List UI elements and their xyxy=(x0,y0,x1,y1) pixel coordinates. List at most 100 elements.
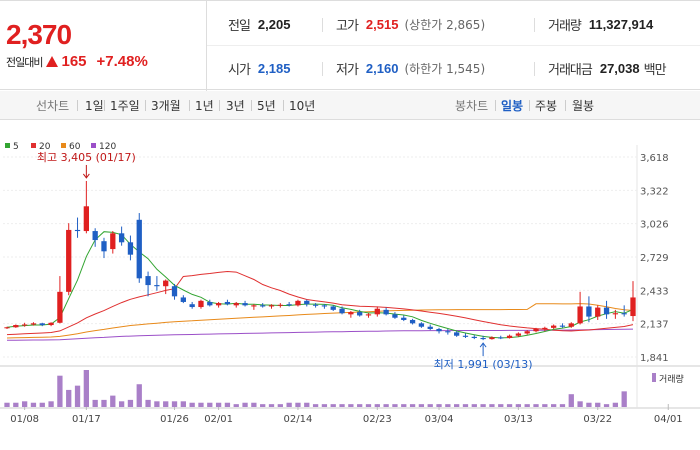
tab-10y[interactable]: 10년 xyxy=(289,99,316,113)
volume-bar xyxy=(357,404,363,407)
candle-body xyxy=(621,313,627,315)
legend-swatch-60 xyxy=(61,143,66,148)
change-amount: 165 xyxy=(61,53,87,70)
candle-body xyxy=(136,219,142,279)
candle-body xyxy=(180,297,186,302)
legend-swatch-120 xyxy=(91,143,96,148)
volume-bar xyxy=(48,401,54,407)
volume-bar xyxy=(542,404,548,407)
volume-bar xyxy=(74,385,81,407)
tab-daily[interactable]: 일봉 xyxy=(501,99,524,113)
volume-legend-swatch xyxy=(652,373,656,382)
candle-body xyxy=(171,286,178,297)
x-tick-label: 01/26 xyxy=(160,414,189,425)
change-percent: +7.48% xyxy=(96,53,148,70)
candle-body xyxy=(268,305,275,307)
tab-5y[interactable]: 5년 xyxy=(257,99,276,113)
separator xyxy=(251,100,252,111)
candle-body xyxy=(30,323,37,325)
candle-body xyxy=(348,312,354,315)
candle-body xyxy=(392,314,398,318)
candle-body xyxy=(39,323,45,326)
volume-bar xyxy=(480,404,486,407)
candle-body xyxy=(427,326,433,329)
stat-high: 고가 2,515 (상한가 2,865) xyxy=(336,15,485,34)
tab-3y[interactable]: 3년 xyxy=(226,99,245,113)
x-tick-label: 04/01 xyxy=(654,414,683,425)
candle-body xyxy=(295,300,301,306)
volume-bar xyxy=(409,404,416,407)
x-tick-label: 03/04 xyxy=(425,414,454,425)
candle-body xyxy=(48,322,54,326)
tab-weekly[interactable]: 주봉 xyxy=(535,99,558,113)
candle-body xyxy=(13,325,19,328)
candle-body xyxy=(471,336,477,338)
candle-body xyxy=(603,307,610,315)
legend-label-60: 60 xyxy=(69,142,81,152)
tab-3m[interactable]: 3개월 xyxy=(151,99,181,113)
separator xyxy=(77,100,78,111)
candle-body xyxy=(480,337,486,340)
candle-body xyxy=(127,242,134,255)
candle-body xyxy=(145,276,151,286)
x-tick-label: 02/01 xyxy=(204,414,233,425)
volume-bar xyxy=(268,404,275,407)
high-label: 고가 xyxy=(336,19,359,34)
candle-body xyxy=(233,303,239,306)
candle-body xyxy=(260,305,266,307)
volume-bar xyxy=(418,404,425,407)
legend-swatch-20 xyxy=(31,143,36,148)
volume-bar xyxy=(66,389,72,407)
tab-1y[interactable]: 1년 xyxy=(195,99,214,113)
candle-chart-label: 봉차트 xyxy=(455,99,489,113)
volume-bar xyxy=(39,402,45,407)
volume-bar xyxy=(339,404,345,407)
volume-bar xyxy=(595,402,601,407)
tab-1d[interactable]: 1일 xyxy=(85,99,104,113)
candle-body xyxy=(83,206,89,232)
candle-body xyxy=(321,305,328,307)
candle-body xyxy=(489,337,495,340)
candle-body xyxy=(506,335,513,338)
upper-limit: (상한가 2,865) xyxy=(404,18,486,32)
lower-limit: (하한가 1,545) xyxy=(404,62,486,76)
separator xyxy=(219,100,220,111)
volume-bar xyxy=(277,404,283,407)
volume-bar xyxy=(471,404,477,407)
separator xyxy=(529,100,530,111)
volume-bar xyxy=(462,404,469,407)
tab-1w[interactable]: 1주일 xyxy=(110,99,140,113)
volume-bar xyxy=(101,399,107,407)
volume-bar xyxy=(136,384,142,407)
candle-body xyxy=(559,325,566,327)
candle-body xyxy=(74,229,81,232)
volume-bar xyxy=(454,404,460,407)
tab-monthly[interactable]: 월봉 xyxy=(572,99,595,113)
stat-open: 시가 2,185 xyxy=(228,59,290,78)
separator xyxy=(104,100,105,111)
candle-body xyxy=(436,328,442,332)
candle-body xyxy=(462,335,469,337)
candle-body xyxy=(189,304,195,308)
volume-bar xyxy=(198,402,204,407)
moving-average-ma120 xyxy=(7,328,634,341)
candle-body xyxy=(312,304,319,306)
candle-body xyxy=(57,291,63,323)
candle-body xyxy=(542,327,548,329)
x-tick-label: 03/22 xyxy=(583,414,612,425)
y-tick-label: 3,618 xyxy=(640,153,669,164)
volume-bar xyxy=(83,370,89,407)
separator xyxy=(283,100,284,111)
stat-prev-close: 전일 2,205 xyxy=(228,15,290,34)
volume-bar xyxy=(127,399,134,407)
candle-body xyxy=(551,325,557,328)
candle-body xyxy=(383,309,389,315)
volume-bar xyxy=(260,404,266,407)
volume-bar xyxy=(383,404,389,407)
chart-period-tabs: 선차트 1일 1주일 3개월 1년 3년 5년 10년 봉차트 일봉 주봉 월봉 xyxy=(0,91,700,120)
x-tick-label: 02/14 xyxy=(284,414,313,425)
moving-average-ma20 xyxy=(6,270,634,336)
quote-header: 2,370 전일대비 165 +7.48% 전일 2,205 고가 2,515 … xyxy=(0,0,700,91)
candle-body xyxy=(577,306,583,324)
volume-bar xyxy=(445,404,451,407)
